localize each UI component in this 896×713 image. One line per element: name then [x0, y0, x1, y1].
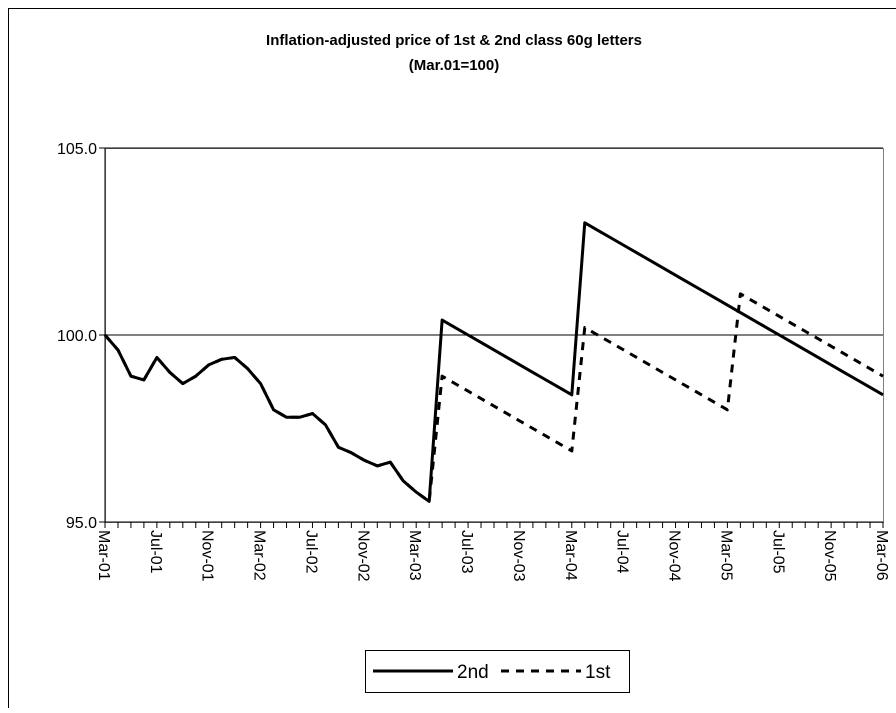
x-tick-label: Nov-05 — [821, 530, 838, 582]
x-tick-label: Mar-01 — [95, 530, 112, 581]
x-tick-label: Mar-04 — [562, 530, 579, 581]
y-tick-label: 100.0 — [57, 328, 97, 345]
chart-title: Inflation-adjusted price of 1st & 2nd cl… — [266, 32, 642, 49]
x-tick-label: Nov-03 — [510, 530, 527, 582]
x-tick-label: Jul-03 — [458, 530, 475, 574]
x-tick-label: Nov-02 — [354, 530, 371, 582]
x-tick-label: Jul-02 — [302, 530, 319, 574]
x-tick-label: Jul-05 — [769, 530, 786, 574]
chart-subtitle: (Mar.01=100) — [409, 57, 499, 74]
x-tick-label: Mar-02 — [251, 530, 268, 581]
x-tick-label: Jul-04 — [614, 530, 631, 574]
x-tick-label: Mar-03 — [406, 530, 423, 581]
x-tick-label: Nov-04 — [666, 530, 683, 582]
legend-label: 2nd — [457, 662, 489, 683]
y-tick-label: 95.0 — [66, 515, 97, 532]
x-tick-label: Mar-06 — [873, 530, 890, 581]
chart-border — [9, 9, 896, 709]
x-tick-label: Jul-01 — [147, 530, 164, 574]
legend-label: 1st — [585, 662, 611, 683]
y-tick-label: 105.0 — [57, 141, 97, 158]
x-tick-label: Mar-05 — [717, 530, 734, 581]
x-tick-label: Nov-01 — [199, 530, 216, 582]
